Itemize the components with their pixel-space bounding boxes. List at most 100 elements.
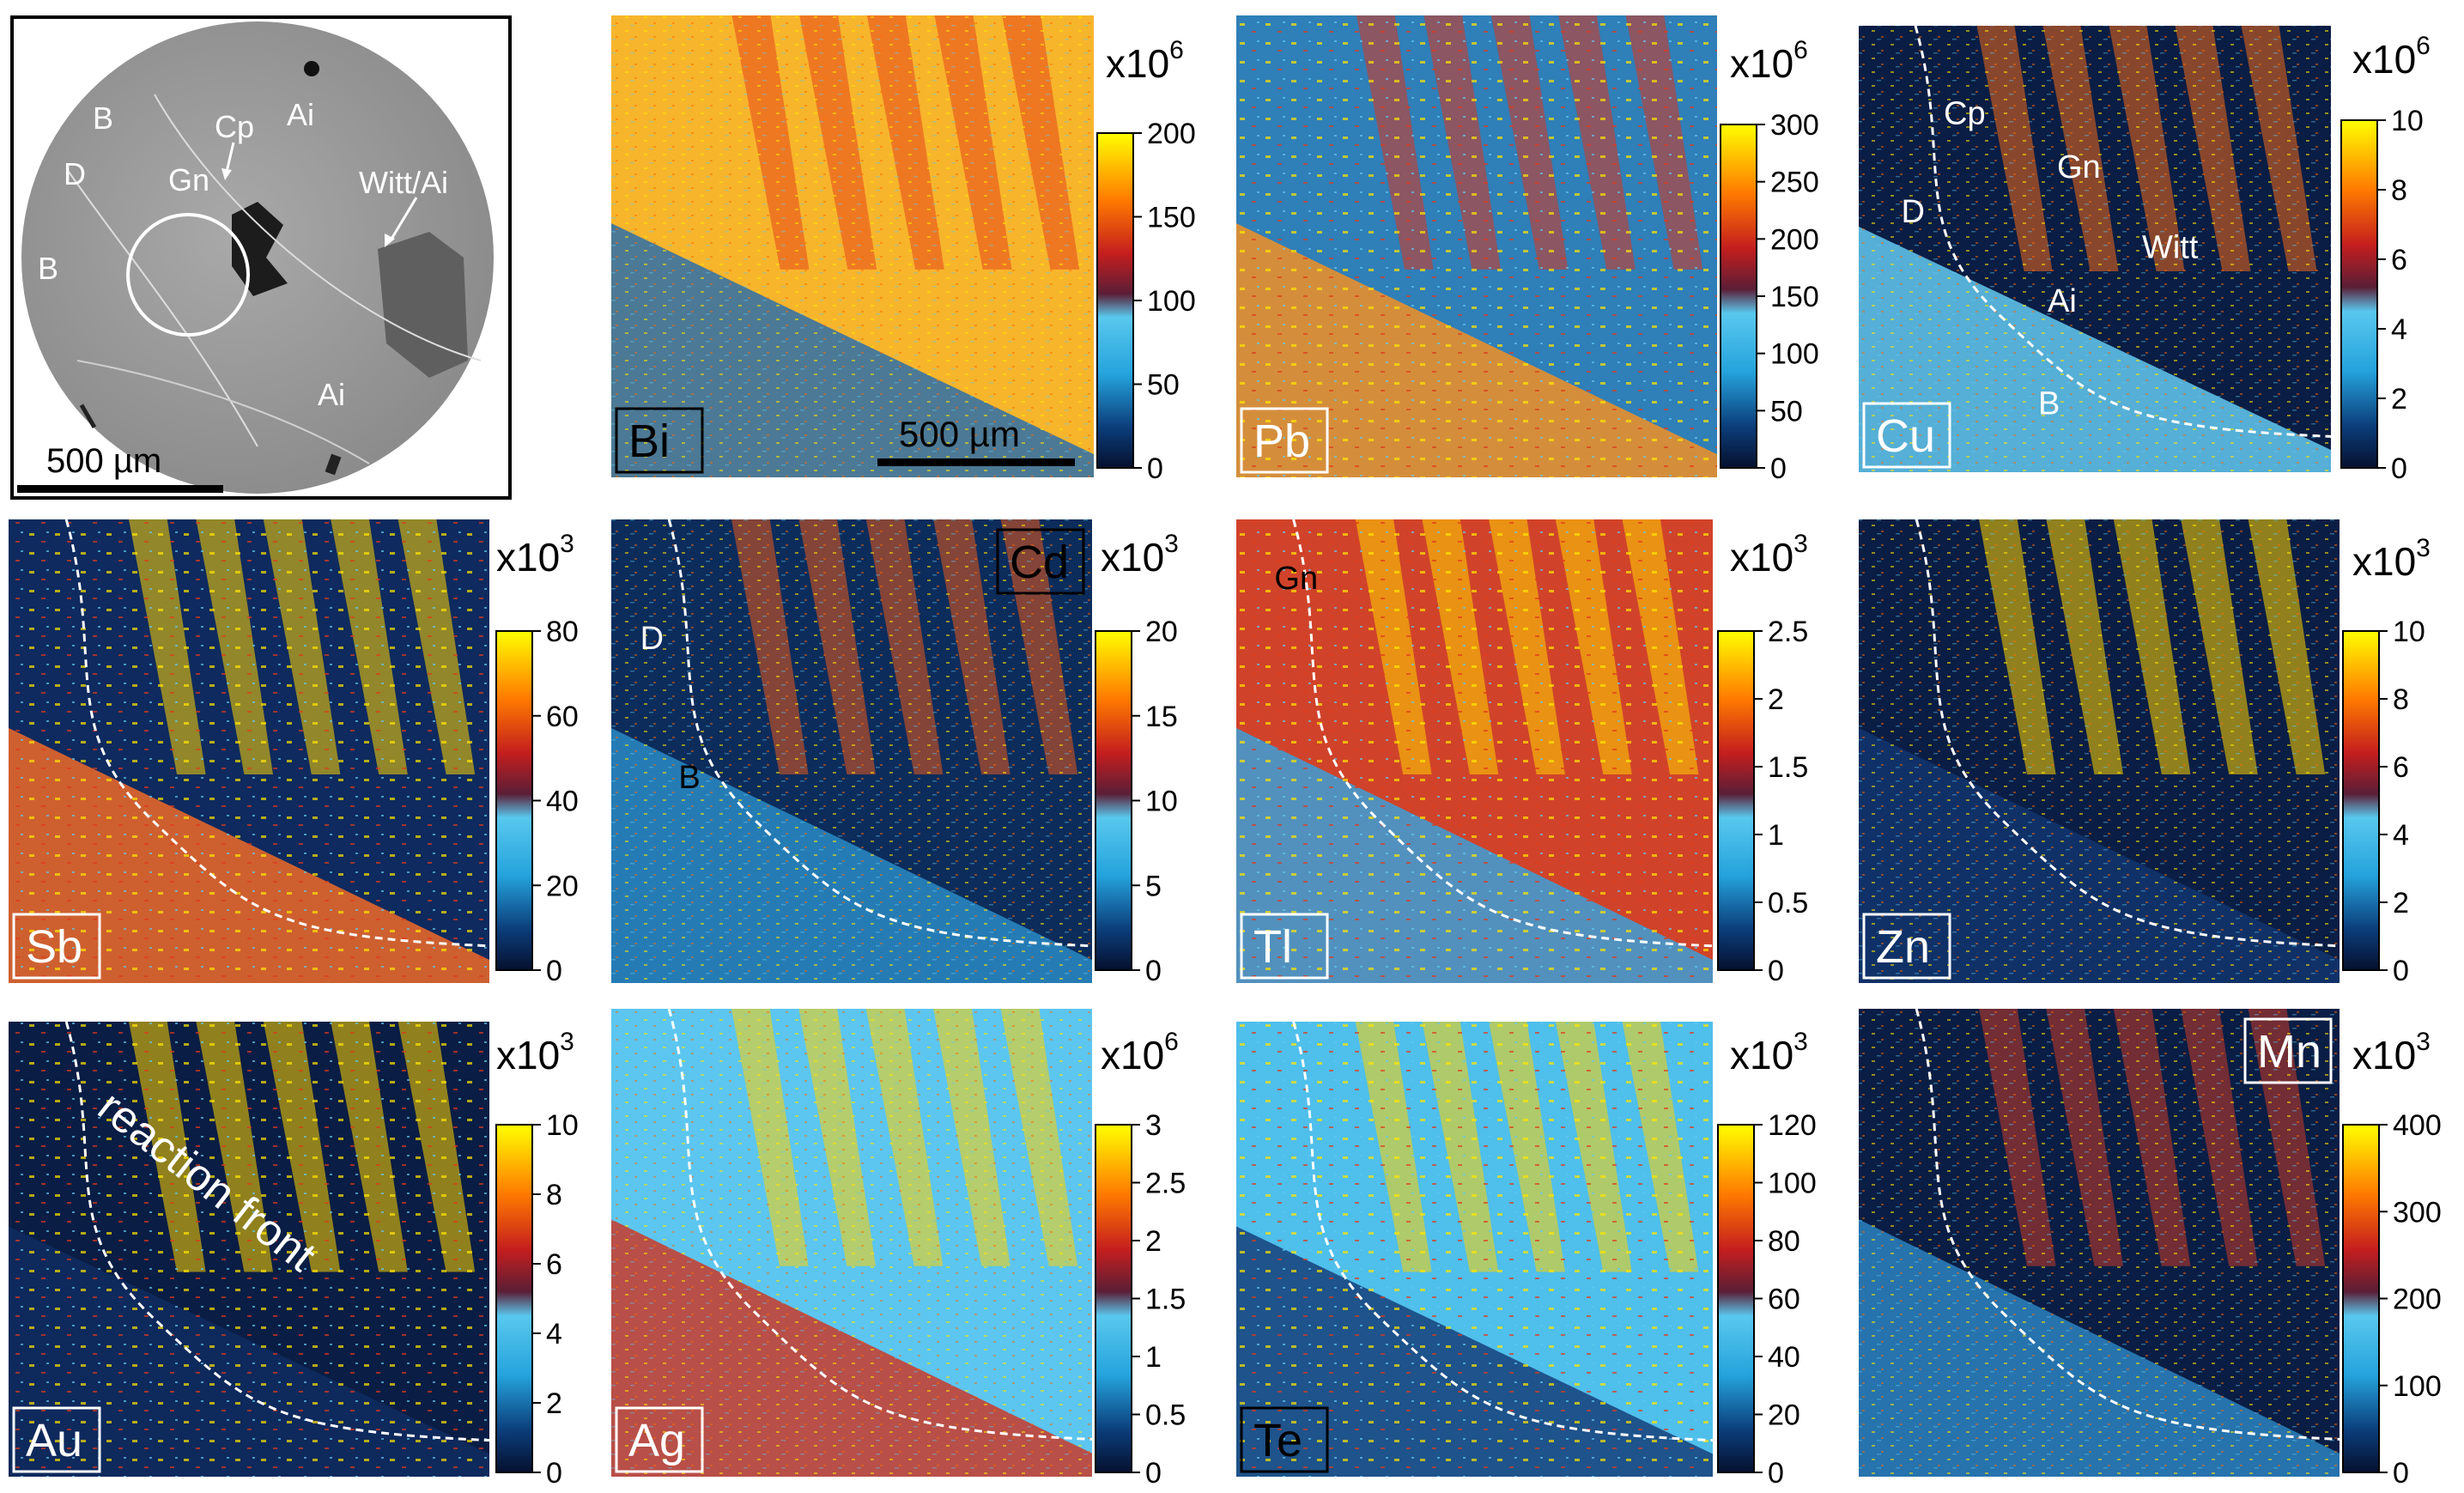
colorbar-tick-label: 2 xyxy=(1145,1225,1162,1258)
colorbar-tick-label: 0 xyxy=(546,955,562,987)
element-tag-box xyxy=(996,528,1085,595)
exponent-label: x103 xyxy=(2352,1028,2431,1077)
mineral-note: Ai xyxy=(2048,283,2077,319)
map-texture xyxy=(1236,519,1713,983)
colorbar-tick-label: 50 xyxy=(1147,369,1180,402)
exponent-label: x106 xyxy=(2352,32,2431,82)
map-panel-mn: 400 300 200 100 0 x103 Mn xyxy=(1859,1008,2442,1490)
exponent-label: x103 xyxy=(496,530,574,580)
colorbar xyxy=(2342,1124,2380,1473)
colorbar-tick-label: 8 xyxy=(546,1179,562,1211)
colorbar-tick-label: 100 xyxy=(1770,338,1819,371)
colorbar-tick-label: 200 xyxy=(1147,118,1196,150)
colorbar-tick-label: 0 xyxy=(1145,1457,1162,1490)
exponent-label: x106 xyxy=(1101,1028,1179,1077)
element-tag-au: Au xyxy=(26,1415,82,1466)
map-panel-cu: 10 8 6 4 2 0 x106 Cu Cp Gn Witt D Ai B xyxy=(1859,25,2431,485)
colorbar-tick-label: 0 xyxy=(1770,452,1787,485)
colorbar xyxy=(1095,630,1132,971)
reaction-front-line xyxy=(1915,1008,2340,1441)
colorbar-tick-label: 150 xyxy=(1770,281,1819,313)
colorbar xyxy=(2342,630,2380,971)
colorbar-tick-label: 0 xyxy=(1147,452,1163,485)
exponent-label: x106 xyxy=(1106,36,1184,86)
colorbar-tick-label: 0 xyxy=(2393,1457,2409,1490)
element-tag-box xyxy=(1240,407,1329,474)
element-tag-box xyxy=(12,1406,101,1473)
colorbar-tick-label: 4 xyxy=(2393,819,2409,852)
colorbar-tick-label: 0.5 xyxy=(1145,1399,1186,1432)
map-texture xyxy=(9,1022,489,1477)
colorbar-tick-label: 40 xyxy=(546,786,579,818)
colorbar-tick-label: 8 xyxy=(2391,174,2407,207)
reaction-front-line xyxy=(1914,25,2332,438)
element-tag-tl: Tl xyxy=(1253,921,1292,973)
colorbar-tick-label: 80 xyxy=(1768,1225,1800,1258)
colorbar-tick-label: 60 xyxy=(546,701,579,733)
element-tag-box xyxy=(1240,1406,1329,1473)
element-tag-ag: Ag xyxy=(628,1415,685,1466)
colorbar-tick-label: 0.5 xyxy=(1768,887,1808,919)
colorbar-tick-label: 400 xyxy=(2393,1109,2442,1142)
element-tag-sb: Sb xyxy=(26,921,82,973)
mineral-note: Witt xyxy=(2142,229,2199,265)
colorbar-tick-label: 0 xyxy=(2393,955,2409,987)
colorbar xyxy=(1717,630,1755,971)
colorbar-tick-label: 15 xyxy=(1145,701,1178,733)
colorbar-tick-label: 3 xyxy=(1145,1109,1162,1142)
map-panel-zn: 10 8 6 4 2 0 x103 Zn xyxy=(1859,519,2431,987)
colorbar-tick-label: 20 xyxy=(1145,616,1178,648)
map-texture xyxy=(9,519,489,983)
colorbar-tick-label: 200 xyxy=(2393,1284,2442,1316)
colorbar xyxy=(1717,1124,1755,1473)
map-texture xyxy=(1236,1022,1713,1477)
map-texture xyxy=(1859,519,2340,983)
colorbar-tick-label: 100 xyxy=(1147,285,1196,318)
mineral-note: B xyxy=(678,760,700,796)
colorbar-tick-label: 4 xyxy=(546,1318,562,1350)
colorbar-tick-label: 250 xyxy=(1770,167,1819,199)
colorbar-tick-label: 1.5 xyxy=(1145,1284,1186,1316)
colorbar xyxy=(2340,119,2378,469)
colorbar-tick-label: 6 xyxy=(2393,751,2409,784)
element-tag-box xyxy=(1862,913,1951,980)
map-panel-bi: 200 150 100 50 0 x106 Bi 500 µm xyxy=(611,15,1196,485)
sem-wittichenite-patch xyxy=(378,232,468,378)
sem-scale-bar xyxy=(17,485,223,493)
reaction-front-line xyxy=(64,519,490,948)
reaction-front-line xyxy=(64,1021,490,1442)
exponent-label: x106 xyxy=(1730,36,1808,86)
mineral-note: Gn xyxy=(1274,561,1318,597)
element-tag-mn: Mn xyxy=(2257,1026,2321,1077)
colorbar-tick-label: 2 xyxy=(1768,683,1784,716)
reaction-front-line xyxy=(1292,1021,1714,1442)
colorbar-tick-label: 0 xyxy=(1768,955,1784,987)
map-texture xyxy=(1236,15,1717,477)
colorbar-tick-label: 6 xyxy=(546,1248,562,1281)
map-scale-label: 500 µm xyxy=(899,414,1020,454)
colorbar-tick-label: 1 xyxy=(1768,819,1784,852)
colorbar xyxy=(1720,124,1757,469)
colorbar-tick-label: 1.5 xyxy=(1768,751,1808,784)
exponent-label: x103 xyxy=(2352,534,2431,584)
colorbar xyxy=(495,630,533,971)
map-scale-bar xyxy=(877,458,1075,466)
element-tag-cu: Cu xyxy=(1876,410,1935,462)
colorbar-tick-label: 2.5 xyxy=(1768,616,1808,648)
sem-chalcopyrite-patch xyxy=(232,202,288,296)
exponent-label: x103 xyxy=(496,1028,574,1077)
element-tag-te: Te xyxy=(1253,1415,1302,1466)
colorbar-tick-label: 2 xyxy=(2391,383,2407,416)
map-panel-tl: 2.5 2 1.5 1 0.5 0 x103 Tl Gn xyxy=(1236,519,1808,987)
sem-label-b1: B xyxy=(93,100,113,136)
colorbar-tick-label: 6 xyxy=(2391,244,2407,276)
colorbar-tick-label: 150 xyxy=(1147,202,1196,234)
colorbar-tick-label: 100 xyxy=(2393,1370,2442,1403)
exponent-label: x103 xyxy=(1101,530,1179,580)
map-panel-pb: 300 250 200 150 100 50 0 x106 Pb xyxy=(1236,15,1819,485)
colorbar-tick-label: 80 xyxy=(546,616,579,648)
colorbar-tick-label: 0 xyxy=(1768,1457,1784,1490)
colorbar-tick-label: 200 xyxy=(1770,223,1819,256)
map-texture xyxy=(611,1009,1092,1477)
